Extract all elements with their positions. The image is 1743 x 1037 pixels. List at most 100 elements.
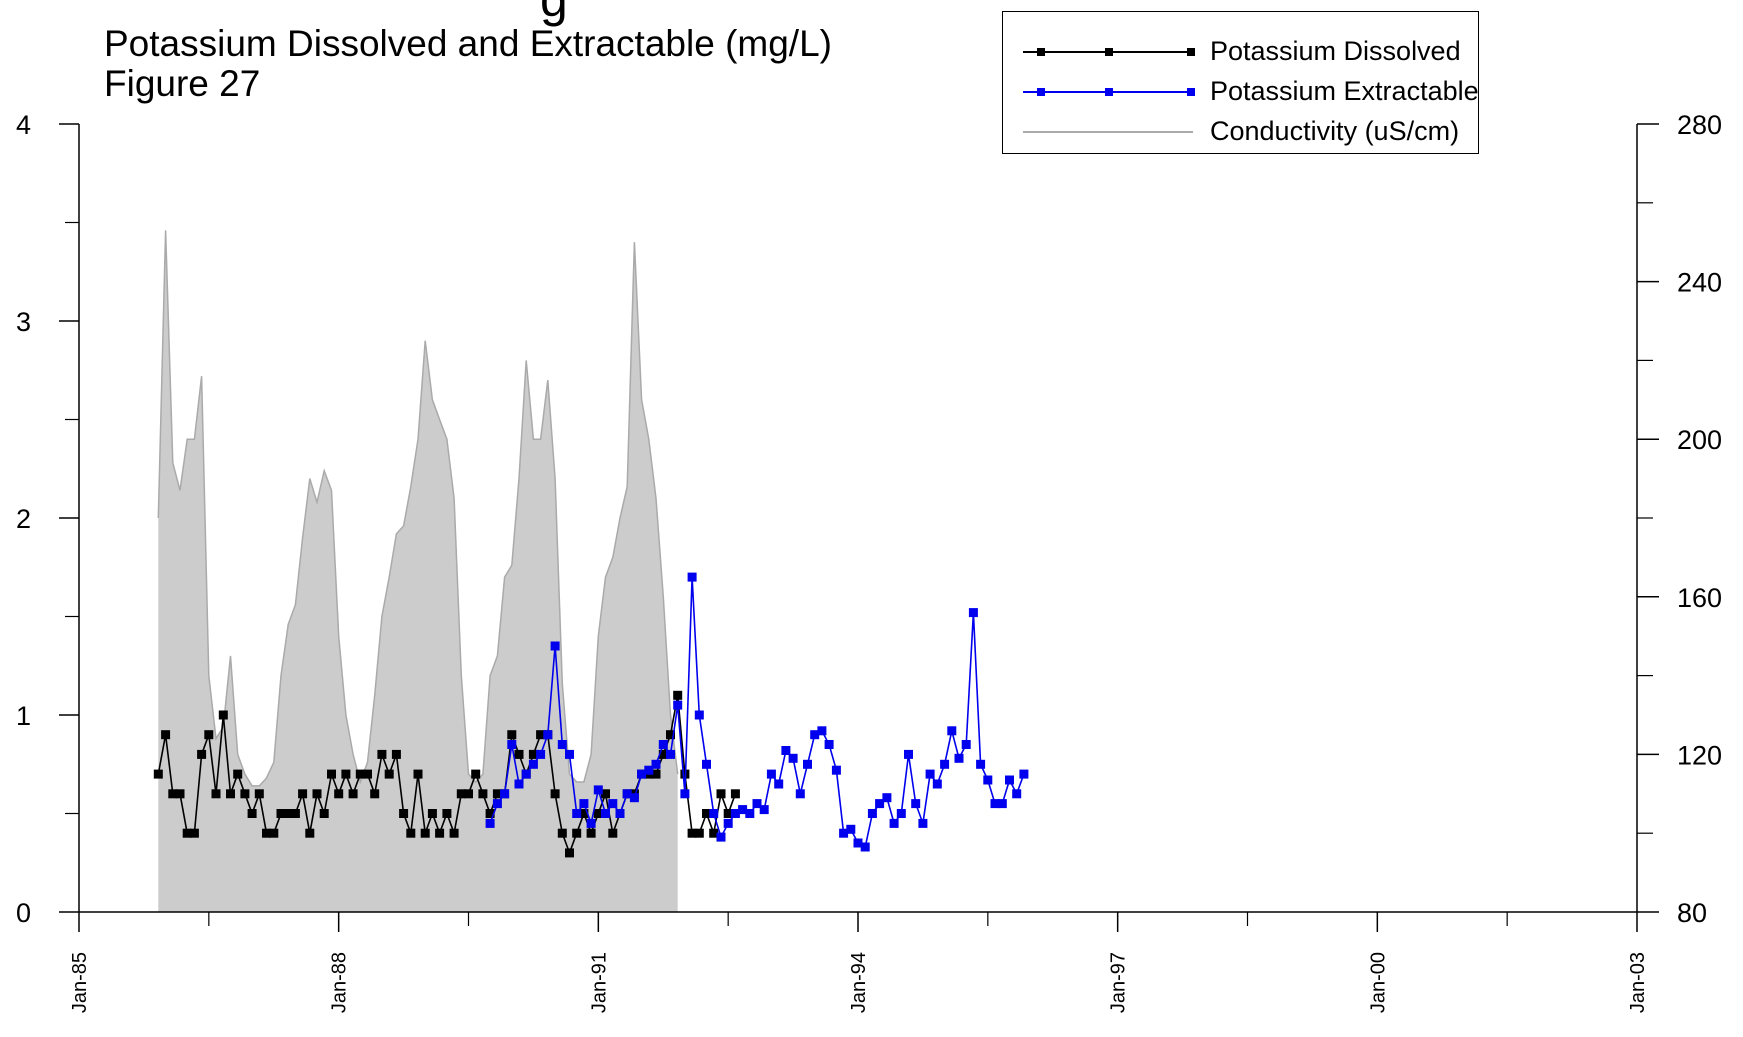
data-point-potassium-dissolved xyxy=(348,789,358,799)
data-point-potassium-extractable xyxy=(500,789,510,799)
data-point-potassium-extractable xyxy=(514,779,524,789)
data-point-potassium-extractable xyxy=(968,608,978,618)
legend-swatch-conductivity xyxy=(1023,131,1193,133)
data-point-potassium-extractable xyxy=(961,740,971,749)
data-point-potassium-dissolved xyxy=(153,769,163,779)
data-point-potassium-dissolved xyxy=(161,730,171,740)
legend-label-extractable: Potassium Extractable xyxy=(1210,76,1479,106)
y-right-tick-label: 80 xyxy=(1677,898,1707,928)
data-point-potassium-extractable xyxy=(810,730,820,740)
y-left-tick-label: 4 xyxy=(16,110,31,140)
data-point-potassium-dissolved xyxy=(290,809,300,818)
data-point-potassium-extractable xyxy=(911,799,921,809)
data-point-potassium-dissolved xyxy=(593,809,603,818)
data-point-potassium-dissolved xyxy=(579,809,589,818)
data-point-potassium-extractable xyxy=(601,809,610,818)
data-point-potassium-dissolved xyxy=(471,769,481,779)
x-tick-label: Jan-97 xyxy=(1108,952,1130,1013)
series-line-conductivity xyxy=(157,230,679,787)
data-point-potassium-dissolved xyxy=(175,789,185,799)
data-point-potassium-dissolved xyxy=(413,769,423,779)
data-point-potassium-dissolved xyxy=(651,769,661,779)
data-point-potassium-extractable xyxy=(867,809,877,818)
data-point-potassium-dissolved xyxy=(334,789,344,799)
data-point-potassium-extractable xyxy=(702,759,711,769)
data-point-potassium-extractable xyxy=(1019,769,1029,779)
data-point-potassium-extractable xyxy=(687,572,697,582)
data-point-potassium-extractable xyxy=(485,818,495,828)
data-point-potassium-extractable xyxy=(536,749,546,759)
data-point-potassium-extractable xyxy=(745,809,755,818)
legend-label-conductivity: Conductivity (uS/cm) xyxy=(1210,116,1460,146)
data-point-potassium-extractable xyxy=(896,809,906,818)
data-point-potassium-extractable xyxy=(983,775,993,785)
y-left-tick-label: 1 xyxy=(16,701,31,731)
legend-label-dissolved: Potassium Dissolved xyxy=(1210,36,1461,66)
data-point-potassium-extractable xyxy=(666,749,675,759)
data-point-potassium-dissolved xyxy=(442,809,452,818)
data-point-potassium-extractable xyxy=(889,818,899,828)
x-tick-label: Jan-00 xyxy=(1367,952,1389,1013)
x-tick-label: Jan-85 xyxy=(69,952,91,1013)
data-point-potassium-extractable xyxy=(831,765,841,775)
legend-item-conductivity: Conductivity (uS/cm) xyxy=(1003,112,1478,152)
data-point-potassium-dissolved xyxy=(536,730,546,740)
legend: Potassium Dissolved Potassium Extractabl… xyxy=(1002,11,1479,154)
data-point-potassium-extractable xyxy=(853,838,863,848)
data-point-potassium-extractable xyxy=(629,793,639,803)
data-point-potassium-extractable xyxy=(839,828,849,838)
y-right-tick-label: 200 xyxy=(1677,425,1722,455)
data-point-potassium-dissolved xyxy=(492,789,502,799)
data-point-potassium-extractable xyxy=(752,799,762,809)
data-point-potassium-dissolved xyxy=(528,749,538,759)
data-point-potassium-dissolved xyxy=(319,809,329,818)
data-point-potassium-dissolved xyxy=(420,828,430,838)
data-point-potassium-dissolved xyxy=(709,828,719,838)
data-point-potassium-dissolved xyxy=(730,789,740,799)
data-point-potassium-dissolved xyxy=(298,789,308,799)
data-point-potassium-extractable xyxy=(738,805,748,815)
y-right-tick-label: 120 xyxy=(1677,740,1722,770)
figure-label: Figure 27 xyxy=(104,63,261,104)
data-point-potassium-extractable xyxy=(730,809,740,818)
data-point-potassium-dissolved xyxy=(262,828,271,838)
y-right-tick-label: 280 xyxy=(1677,110,1722,140)
data-point-potassium-dissolved xyxy=(391,749,401,759)
data-point-potassium-extractable xyxy=(572,809,582,818)
x-tick-label: Jan-03 xyxy=(1627,952,1649,1013)
legend-swatch-extractable xyxy=(1023,88,1195,96)
data-point-potassium-dissolved xyxy=(363,769,372,779)
data-point-potassium-extractable xyxy=(846,824,856,834)
data-point-potassium-extractable xyxy=(593,785,603,795)
data-point-potassium-extractable xyxy=(824,740,834,749)
data-point-potassium-extractable xyxy=(528,759,538,769)
data-point-potassium-extractable xyxy=(608,799,618,809)
data-point-potassium-extractable xyxy=(1005,775,1014,785)
data-point-potassium-dissolved xyxy=(565,848,574,858)
data-point-potassium-extractable xyxy=(795,789,805,799)
x-tick-label: Jan-88 xyxy=(329,952,351,1013)
data-point-potassium-extractable xyxy=(788,753,798,763)
data-point-potassium-extractable xyxy=(781,746,791,755)
data-point-potassium-dissolved xyxy=(399,809,409,818)
data-point-potassium-dissolved xyxy=(449,828,459,838)
data-point-potassium-dissolved xyxy=(384,769,394,779)
data-point-potassium-dissolved xyxy=(218,710,228,720)
data-point-potassium-dissolved xyxy=(673,690,683,700)
data-point-potassium-extractable xyxy=(565,749,574,759)
data-point-potassium-dissolved xyxy=(427,809,437,818)
data-point-potassium-dissolved xyxy=(276,809,286,818)
data-point-potassium-extractable xyxy=(918,818,928,828)
chart-title-partial: g xyxy=(540,0,568,28)
data-point-potassium-dissolved xyxy=(687,828,697,838)
data-point-potassium-dissolved xyxy=(341,769,351,779)
data-point-potassium-extractable xyxy=(680,789,690,799)
data-point-potassium-extractable xyxy=(803,759,812,769)
data-point-potassium-extractable xyxy=(644,765,654,775)
data-point-potassium-extractable xyxy=(550,641,560,651)
legend-item-potassium-extractable: Potassium Extractable xyxy=(1003,72,1479,112)
data-point-potassium-dissolved xyxy=(182,828,192,838)
data-point-potassium-extractable xyxy=(673,700,683,710)
